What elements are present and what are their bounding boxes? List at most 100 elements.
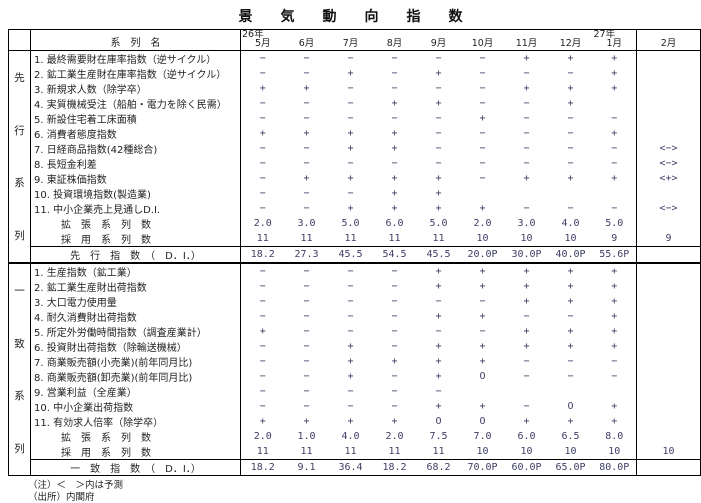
series-row: 8. 長短金利差−−−−−−−−−<−> xyxy=(9,156,701,171)
value-cell: <−> xyxy=(637,156,701,171)
value-cell: O xyxy=(417,414,461,429)
section-label-char: 列 xyxy=(14,228,25,243)
value-cell: 11 xyxy=(417,231,461,247)
value-cell: − xyxy=(417,324,461,339)
value-cell: − xyxy=(505,309,549,324)
value-cell: − xyxy=(417,156,461,171)
value-cell: − xyxy=(285,156,329,171)
value-cell: + xyxy=(505,171,549,186)
value-cell: 4.0 xyxy=(549,216,593,231)
month-column-header: 2月 xyxy=(637,30,701,51)
series-row: 9. 東証株価指数−++++−+++<+> xyxy=(9,171,701,186)
series-name-cell: 採 用 系 列 数 xyxy=(31,444,241,460)
value-cell: − xyxy=(329,294,373,309)
value-cell: − xyxy=(329,51,373,67)
value-cell: + xyxy=(549,294,593,309)
value-cell: − xyxy=(593,156,637,171)
value-cell: 11 xyxy=(329,231,373,247)
series-name-cell: 2. 鉱工業生産財在庫率指数（逆サイクル） xyxy=(31,66,241,81)
series-name-cell: 11. 中小企業売上見通しD.I. xyxy=(31,201,241,216)
value-cell: + xyxy=(461,263,505,279)
value-cell xyxy=(505,384,549,399)
value-cell: − xyxy=(461,156,505,171)
value-cell: 68.2 xyxy=(417,460,461,476)
value-cell: 20.0P xyxy=(461,247,505,264)
value-cell: − xyxy=(549,369,593,384)
value-cell: 8.0 xyxy=(593,429,637,444)
value-cell: + xyxy=(329,201,373,216)
series-name-cell: 先 行 指 数 （ D．I．） xyxy=(31,247,241,264)
value-cell: + xyxy=(505,279,549,294)
value-cell: <+> xyxy=(637,171,701,186)
series-row: 先行系列 1. 最終需要財在庫率指数（逆サイクル）−−−−−−+++ xyxy=(9,51,701,67)
value-cell: − xyxy=(241,354,285,369)
value-cell: 30.0P xyxy=(505,247,549,264)
value-cell: + xyxy=(241,414,285,429)
value-cell xyxy=(637,66,701,81)
series-name-cell: 5. 所定外労働時間指数（調査産業計） xyxy=(31,324,241,339)
value-cell: + xyxy=(593,339,637,354)
value-cell: + xyxy=(505,294,549,309)
value-cell: + xyxy=(329,171,373,186)
series-name-cell: 3. 新規求人数（除学卒） xyxy=(31,81,241,96)
series-row: 4. 実質機械受注（船舶・電力を除く民需）−−−++−−+ xyxy=(9,96,701,111)
value-cell: + xyxy=(329,126,373,141)
series-name-cell: 8. 商業販売額(卸売業)(前年同月比) xyxy=(31,369,241,384)
value-cell xyxy=(549,186,593,201)
series-row: 4. 耐久消費財出荷指数−−−−++−−+ xyxy=(9,309,701,324)
section-label-char: 一 xyxy=(14,283,25,298)
value-cell: − xyxy=(285,399,329,414)
value-cell: − xyxy=(329,279,373,294)
value-cell: 54.5 xyxy=(373,247,417,264)
value-cell: − xyxy=(417,111,461,126)
value-cell: 3.0 xyxy=(505,216,549,231)
value-cell: + xyxy=(505,339,549,354)
value-cell: − xyxy=(417,51,461,67)
value-cell: 11 xyxy=(241,444,285,460)
value-cell xyxy=(637,96,701,111)
value-cell: O xyxy=(461,414,505,429)
value-cell: + xyxy=(329,339,373,354)
value-cell xyxy=(637,460,701,476)
value-cell: + xyxy=(549,81,593,96)
value-cell: − xyxy=(505,369,549,384)
series-name-cell: 2. 鉱工業生産財出荷指数 xyxy=(31,279,241,294)
value-cell: + xyxy=(505,263,549,279)
value-cell: − xyxy=(329,96,373,111)
value-cell: − xyxy=(373,294,417,309)
value-cell: + xyxy=(373,201,417,216)
value-cell: + xyxy=(241,324,285,339)
section-label-char: 先 xyxy=(14,70,25,85)
footnote-source: （出所）内閣府 xyxy=(28,492,701,503)
value-cell: 7.5 xyxy=(417,429,461,444)
value-cell: − xyxy=(373,156,417,171)
value-cell: − xyxy=(373,51,417,67)
value-cell: + xyxy=(461,339,505,354)
value-cell: − xyxy=(461,66,505,81)
value-cell: 11 xyxy=(241,231,285,247)
value-cell xyxy=(593,96,637,111)
series-row: 3. 大口電力使用量−−−−−−+++ xyxy=(9,294,701,309)
value-cell: − xyxy=(593,111,637,126)
value-cell xyxy=(637,369,701,384)
value-cell: 1.0 xyxy=(285,429,329,444)
month-label: 9月 xyxy=(417,39,461,50)
series-row: 一致系列 1. 生産指数（鉱工業）−−−−+++++ xyxy=(9,263,701,279)
value-cell xyxy=(637,247,701,264)
value-cell: − xyxy=(241,186,285,201)
month-column-header: 6月 xyxy=(285,30,329,51)
series-name-cell: 10. 投資環境指数(製造業) xyxy=(31,186,241,201)
value-cell: + xyxy=(329,141,373,156)
value-cell: − xyxy=(373,384,417,399)
value-cell: − xyxy=(285,294,329,309)
value-cell: − xyxy=(241,51,285,67)
month-column-header: 9月 xyxy=(417,30,461,51)
series-row: 5. 新設住宅着工床面積−−−−−+−−− xyxy=(9,111,701,126)
value-cell: + xyxy=(461,111,505,126)
value-cell: − xyxy=(285,279,329,294)
series-name-cell: 9. 東証株価指数 xyxy=(31,171,241,186)
value-cell: + xyxy=(461,279,505,294)
